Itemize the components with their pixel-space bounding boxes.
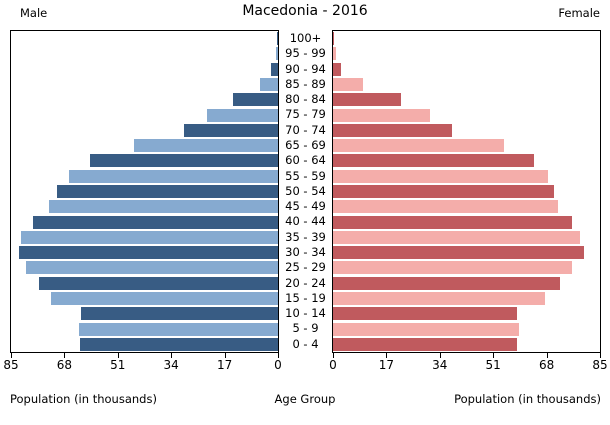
age-group-label: 25 - 29 (285, 260, 326, 275)
age-group-label: 55 - 59 (285, 168, 326, 183)
male-bar-55-59 (68, 169, 278, 183)
female-bar-0-4 (333, 337, 518, 351)
female-bar-70-74 (333, 123, 453, 137)
x-tick-label-left-34: 34 (163, 358, 179, 372)
female-bar-40-44 (333, 215, 572, 229)
male-bar-60-64 (89, 154, 278, 168)
x-tick-label-left-0: 0 (274, 358, 282, 372)
female-bar-80-84 (333, 93, 402, 107)
x-tick-label-left-85: 85 (3, 358, 19, 372)
x-tick-label-right-0: 0 (329, 358, 337, 372)
x-tick-left-0 (278, 353, 279, 358)
age-group-label: 5 - 9 (292, 321, 319, 336)
age-group-label: 75 - 79 (285, 107, 326, 122)
age-group-label: 60 - 64 (285, 153, 326, 168)
female-bar-15-19 (333, 291, 546, 306)
female-bar-50-54 (333, 184, 555, 199)
female-bar-100+ (333, 32, 334, 46)
female-bar-25-29 (333, 261, 573, 275)
male-bar-70-74 (184, 123, 278, 137)
female-bar-95-99 (333, 47, 336, 61)
x-tick-right-51 (493, 353, 495, 358)
female-bar-10-14 (333, 307, 517, 321)
x-tick-right-34 (439, 353, 441, 358)
x-tick-label-left-51: 51 (110, 358, 126, 372)
male-bar-75-79 (207, 108, 278, 122)
x-tick-label-right-85: 85 (592, 358, 608, 372)
age-group-label: 30 - 34 (285, 245, 326, 259)
age-group-label: 10 - 14 (285, 306, 326, 321)
age-group-label: 0 - 4 (292, 336, 319, 351)
male-bar-15-19 (51, 291, 278, 306)
female-bar-55-59 (333, 169, 548, 183)
x-tick-label-left-17: 17 (216, 358, 233, 372)
male-chart-panel (10, 30, 279, 353)
age-group-label: 20 - 24 (285, 275, 326, 290)
age-group-label: 95 - 99 (285, 46, 326, 61)
female-chart-panel (332, 30, 601, 353)
male-bar-0-4 (80, 337, 278, 351)
x-tick-left-85 (11, 353, 12, 358)
age-group-label: 80 - 84 (285, 92, 326, 107)
age-group-label: 15 - 19 (285, 290, 326, 305)
x-tick-left-34 (171, 353, 173, 358)
female-bar-30-34 (333, 246, 584, 260)
age-group-axis-title: Age Group (274, 392, 336, 406)
age-group-label: 70 - 74 (285, 122, 326, 137)
female-bar-5-9 (333, 322, 519, 336)
male-bar-45-49 (49, 200, 278, 214)
female-bar-90-94 (333, 62, 342, 76)
male-side-label: Male (20, 6, 48, 20)
x-tick-left-68 (64, 353, 66, 358)
age-group-label: 45 - 49 (285, 199, 326, 214)
x-tick-label-right-51: 51 (485, 358, 501, 372)
age-group-label: 40 - 44 (285, 214, 326, 229)
male-axis-title: Population (in thousands) (10, 392, 157, 406)
x-tick-label-right-17: 17 (378, 358, 395, 372)
female-bar-85-89 (333, 77, 364, 92)
age-group-label: 65 - 69 (285, 138, 326, 152)
x-tick-right-85 (600, 353, 601, 358)
age-group-label: 85 - 89 (285, 76, 326, 91)
female-bar-75-79 (333, 108, 430, 122)
male-bar-95-99 (275, 47, 278, 61)
female-axis-title: Population (in thousands) (454, 392, 601, 406)
x-tick-right-0 (333, 353, 334, 358)
male-bar-20-24 (38, 276, 278, 290)
female-bar-65-69 (333, 139, 505, 153)
x-tick-label-right-68: 68 (538, 358, 555, 372)
male-bar-50-54 (56, 184, 278, 199)
x-tick-right-17 (386, 353, 388, 358)
x-tick-left-17 (224, 353, 226, 358)
x-tick-right-68 (546, 353, 548, 358)
female-bar-45-49 (333, 200, 558, 214)
male-bar-10-14 (80, 307, 278, 321)
chart-title: Macedonia - 2016 (242, 3, 368, 19)
male-bar-40-44 (32, 215, 278, 229)
age-group-label: 100+ (289, 31, 322, 45)
female-bar-60-64 (333, 154, 535, 168)
female-bar-35-39 (333, 230, 581, 244)
male-bar-100+ (277, 32, 278, 46)
male-bar-30-34 (18, 246, 278, 260)
female-side-label: Female (558, 6, 600, 20)
x-tick-left-51 (117, 353, 119, 358)
male-bar-80-84 (233, 93, 278, 107)
x-tick-label-left-68: 68 (56, 358, 73, 372)
male-bar-85-89 (260, 77, 278, 92)
female-bar-20-24 (333, 276, 560, 290)
age-group-label: 35 - 39 (285, 229, 326, 244)
age-group-label: 50 - 54 (285, 183, 326, 198)
male-bar-65-69 (133, 139, 278, 153)
male-bar-35-39 (21, 230, 278, 244)
male-bar-5-9 (79, 322, 278, 336)
male-bar-90-94 (271, 62, 278, 76)
x-tick-label-right-34: 34 (432, 358, 448, 372)
age-group-label: 90 - 94 (285, 61, 326, 76)
male-bar-25-29 (26, 261, 278, 275)
